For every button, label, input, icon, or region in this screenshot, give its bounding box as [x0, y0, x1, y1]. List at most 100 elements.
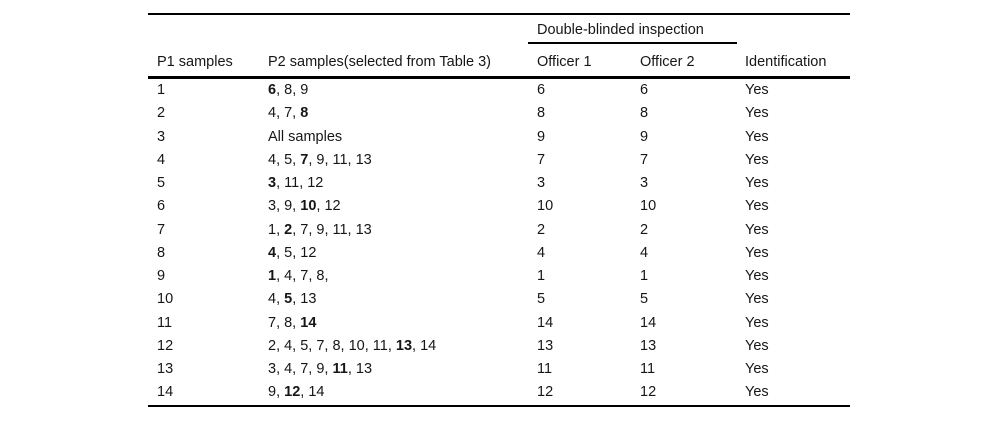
cell-p2-samples: 2, 4, 5, 7, 8, 10, 11, 13, 14 — [268, 335, 537, 358]
p2-sample-text: , 4, 7, 8, — [276, 268, 329, 285]
cell-p1-sample: 3 — [157, 128, 166, 145]
p2-sample-text: 3, 4, 7, 9, — [268, 361, 333, 378]
column-header-p1-samples: P1 samples — [157, 54, 233, 70]
cell-officer2-result: 11 — [640, 361, 656, 378]
cell-officer2-result: 1 — [640, 268, 649, 285]
cell-p1-sample: 5 — [157, 175, 166, 192]
p2-sample-text: , 13 — [347, 361, 373, 378]
p2-sample-text: , 14 — [412, 337, 437, 354]
cell-identification: Yes — [745, 105, 769, 122]
cell-officer2-result: 10 — [640, 198, 657, 215]
cell-identification: Yes — [745, 361, 769, 378]
p2-sample-highlighted: 3 — [268, 175, 277, 192]
table-row: 8 4, 5, 12 4 4 Yes — [148, 242, 850, 265]
p2-sample-highlighted: 7 — [300, 151, 309, 168]
cell-p1-sample: 8 — [157, 244, 166, 261]
cell-identification: Yes — [745, 82, 769, 98]
cell-identification: Yes — [745, 337, 769, 354]
table-row: 10 4, 5, 13 5 5 Yes — [148, 288, 850, 311]
cell-officer1-result: 14 — [537, 314, 554, 331]
table-row: 3 All samples 9 9 Yes — [148, 126, 850, 149]
p2-sample-highlighted: 12 — [284, 384, 301, 401]
cell-officer1-result: 6 — [537, 82, 546, 98]
cell-identification: Yes — [745, 221, 769, 238]
spanner-label: Double-blinded inspection — [537, 22, 704, 38]
cell-officer2-result: 8 — [640, 105, 649, 122]
p2-sample-highlighted: 13 — [395, 337, 413, 354]
cell-officer2-result: 13 — [640, 337, 657, 354]
cell-officer2-result: 9 — [640, 128, 649, 145]
cell-p1-sample: 1 — [157, 82, 166, 98]
cell-officer1-result: 11 — [537, 361, 553, 378]
p2-sample-highlighted: 2 — [284, 221, 293, 238]
cell-p2-samples: 1, 2, 7, 9, 11, 13 — [268, 219, 537, 242]
cell-p1-sample: 13 — [157, 361, 174, 378]
cell-p2-samples: 6, 8, 9 — [268, 79, 537, 102]
cell-p1-sample: 2 — [157, 105, 166, 122]
table-row: 13 3, 4, 7, 9, 11, 13 11 11 Yes — [148, 358, 850, 381]
cell-identification: Yes — [745, 384, 769, 401]
cell-p1-sample: 11 — [157, 314, 173, 331]
p2-sample-text: 4, 7, — [268, 105, 301, 122]
p2-sample-text: , 7, 9, 11, 13 — [292, 221, 372, 238]
cell-officer1-result: 10 — [537, 198, 554, 215]
cell-officer2-result: 4 — [640, 244, 649, 261]
p2-sample-text: , 5, 12 — [276, 244, 317, 261]
table-row: 2 4, 7, 8 8 8 Yes — [148, 102, 850, 125]
cell-officer1-result: 8 — [537, 105, 546, 122]
cell-identification: Yes — [745, 151, 769, 168]
p2-sample-highlighted: 6 — [268, 82, 277, 98]
table-row: 14 9, 12, 14 12 12 Yes — [148, 381, 850, 404]
p2-sample-text: , 12 — [316, 198, 341, 215]
cell-officer2-result: 5 — [640, 291, 649, 308]
cell-officer2-result: 12 — [640, 384, 657, 401]
p2-sample-text: , 13 — [292, 291, 317, 308]
p2-sample-text: , 8, 9 — [276, 82, 309, 98]
cell-p2-samples: 4, 5, 13 — [268, 288, 537, 311]
p2-sample-text: 7, 8, — [268, 314, 301, 331]
cell-p1-sample: 4 — [157, 151, 166, 168]
table-row: 9 1, 4, 7, 8, 1 1 Yes — [148, 265, 850, 288]
column-header-officer1: Officer 1 — [537, 54, 592, 70]
cell-identification: Yes — [745, 291, 769, 308]
table-body: 1 6, 8, 9 6 6 Yes 2 4, 7, 8 8 8 Yes 3 Al… — [148, 79, 850, 407]
column-header-p2-samples: P2 samples(selected from Table 3) — [268, 54, 491, 70]
cell-p1-sample: 7 — [157, 221, 166, 238]
cell-p2-samples: All samples — [268, 126, 537, 149]
cell-p1-sample: 10 — [157, 291, 174, 308]
p2-sample-text: 2, 4, 5, 7, 8, 10, 11, — [268, 337, 396, 354]
cell-officer2-result: 2 — [640, 221, 649, 238]
cell-officer2-result: 3 — [640, 175, 649, 192]
p2-sample-text: 1, — [268, 221, 285, 238]
cell-officer2-result: 6 — [640, 82, 649, 98]
cell-p2-samples: 4, 5, 12 — [268, 242, 537, 265]
table-row: 12 2, 4, 5, 7, 8, 10, 11, 13, 14 13 13 Y… — [148, 335, 850, 358]
p2-sample-highlighted: 1 — [268, 268, 277, 285]
cell-p1-sample: 12 — [157, 337, 174, 354]
p2-sample-text: 4, 5, — [268, 151, 301, 168]
p2-sample-highlighted: 11 — [332, 361, 348, 378]
cell-p2-samples: 1, 4, 7, 8, — [268, 265, 537, 288]
cell-officer2-result: 7 — [640, 151, 649, 168]
cell-identification: Yes — [745, 198, 769, 215]
p2-sample-highlighted: 5 — [284, 291, 293, 308]
cell-p2-samples: 9, 12, 14 — [268, 381, 537, 404]
cell-p2-samples: 4, 7, 8 — [268, 102, 537, 125]
cell-p1-sample: 14 — [157, 384, 174, 401]
p2-sample-text: 4, — [268, 291, 285, 308]
cell-officer1-result: 2 — [537, 221, 546, 238]
cell-p2-samples: 3, 11, 12 — [268, 172, 537, 195]
cell-officer1-result: 9 — [537, 128, 546, 145]
cell-p2-samples: 7, 8, 14 — [268, 312, 537, 335]
p2-sample-highlighted: 4 — [268, 244, 277, 261]
table-row: 1 6, 8, 9 6 6 Yes — [148, 79, 850, 102]
p2-sample-highlighted: 10 — [300, 198, 317, 215]
table-row: 7 1, 2, 7, 9, 11, 13 2 2 Yes — [148, 219, 850, 242]
cell-officer2-result: 14 — [640, 314, 657, 331]
p2-sample-text: , 14 — [300, 384, 325, 401]
p2-sample-text: , 9, 11, 13 — [308, 151, 372, 168]
p2-sample-highlighted: 8 — [300, 105, 309, 122]
cell-officer1-result: 1 — [537, 268, 546, 285]
table-row: 5 3, 11, 12 3 3 Yes — [148, 172, 850, 195]
cell-p2-samples: 3, 9, 10, 12 — [268, 195, 537, 218]
